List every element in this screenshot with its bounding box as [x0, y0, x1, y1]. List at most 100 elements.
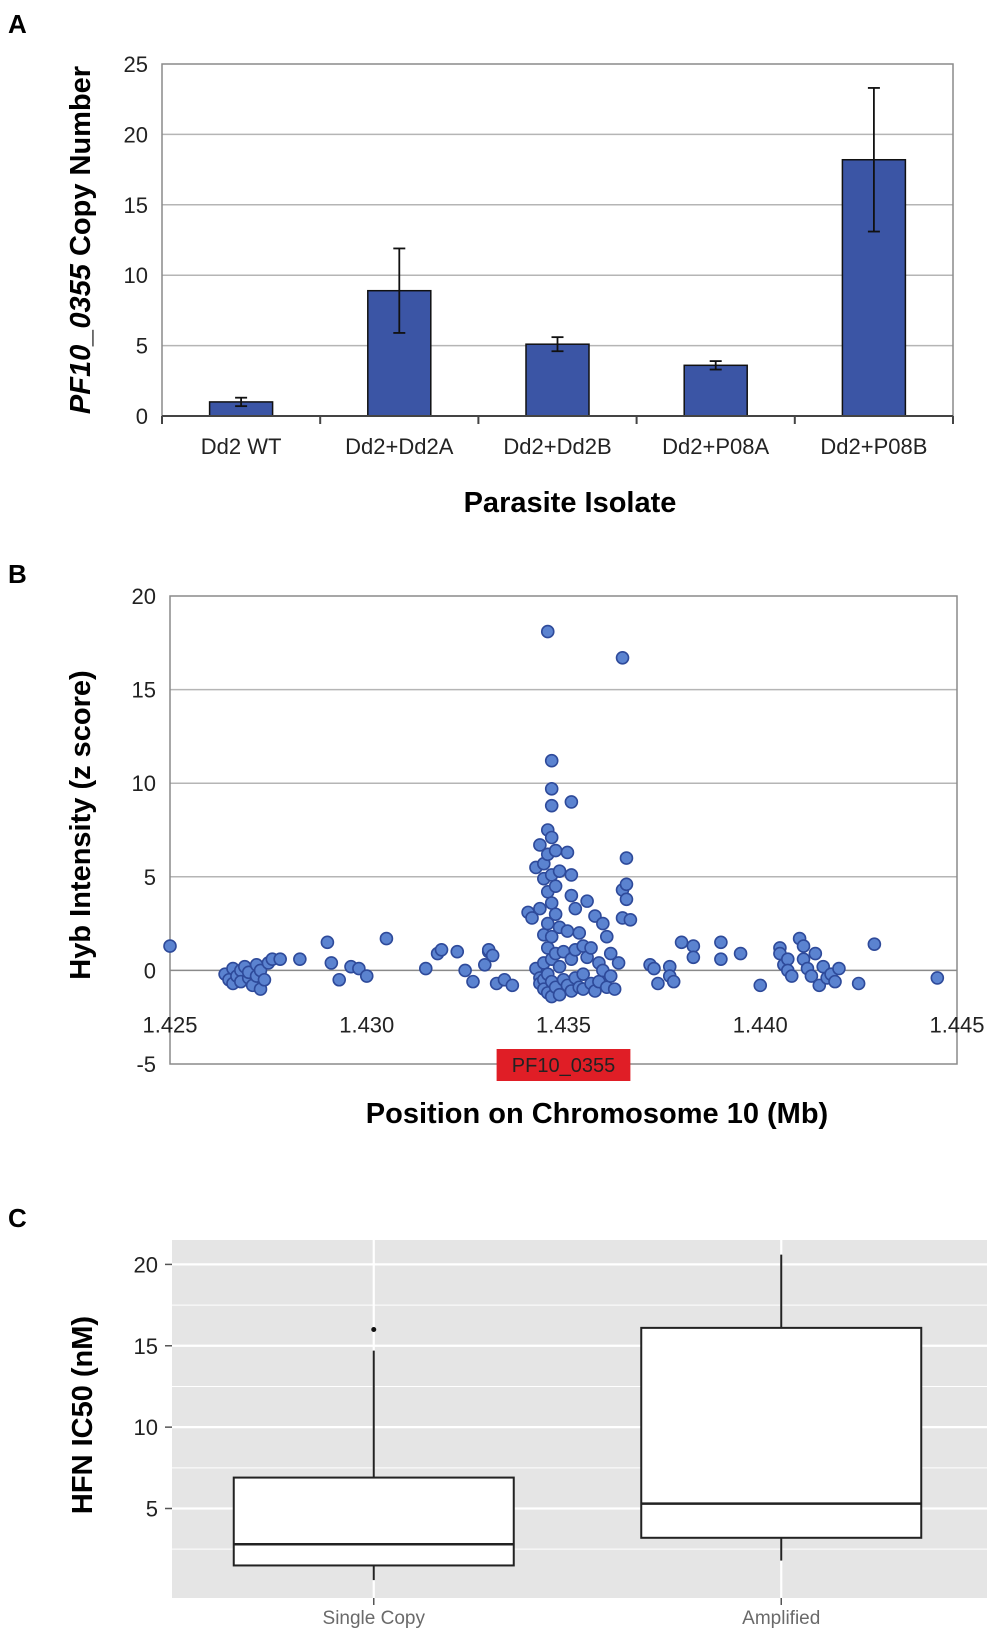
b-data-point: [564, 868, 579, 882]
b-data-point: [647, 961, 661, 976]
b-data-point: [568, 901, 583, 916]
b-data-point: [540, 624, 555, 639]
b-data-point: [564, 795, 579, 809]
b-data-point: [540, 916, 555, 931]
b-data-point: [257, 972, 272, 987]
panel-c: C 5 10 15 20 Single Copy Amplified HFN IC50 …: [8, 1203, 987, 1629]
b-data-point: [332, 972, 347, 987]
b-data-point: [505, 978, 520, 993]
b-data-point: [544, 753, 559, 768]
a-bars: [208, 158, 907, 417]
c-y-axis-label: HFN IC50 (nM): [67, 1316, 99, 1514]
b-data-point: [930, 971, 945, 985]
a-x-tick-labels: Dd2 WT Dd2+Dd2A Dd2+Dd2B Dd2+P08A Dd2+P08B: [201, 434, 928, 459]
b-data-point: [619, 892, 634, 907]
b-data-point: [780, 952, 795, 966]
a-y-tick-label: 25: [124, 52, 148, 77]
b-data-point: [784, 969, 799, 983]
b-x-tick-label: 1.435: [536, 1012, 591, 1037]
panel-b: B -5 0 5 10 15 20 1.425 1.430 1.435 1.440 1.445 P…: [8, 559, 985, 1130]
b-data-point: [607, 982, 622, 996]
b-data-point: [320, 935, 335, 950]
b-data-point: [458, 963, 472, 978]
b-x-tick-label: 1.445: [929, 1012, 984, 1037]
b-data-point: [651, 976, 665, 991]
b-data-point: [686, 939, 701, 953]
a-x-tick-label: Dd2+Dd2B: [503, 434, 611, 459]
c-y-tick-label: 15: [134, 1334, 158, 1359]
b-y-tick-label: 0: [144, 958, 156, 983]
b-data-point: [544, 798, 559, 813]
a-error-bars: [235, 87, 880, 408]
b-data-point: [572, 926, 587, 940]
b-data-point: [674, 935, 689, 950]
b-data-point: [615, 650, 630, 665]
b-data-point: [804, 969, 819, 983]
b-y-tick-label: 15: [132, 678, 156, 703]
b-data-point: [163, 939, 177, 953]
b-data-point: [596, 916, 610, 931]
b-data-point: [544, 929, 559, 944]
b-data-point: [666, 974, 681, 989]
a-x-axis-label: Parasite Isolate: [464, 487, 677, 519]
a-y-tick-label: 20: [124, 122, 148, 147]
b-gridlines: [170, 688, 957, 878]
b-data-point: [552, 987, 567, 1002]
b-data-point: [611, 956, 626, 970]
b-data-point: [603, 946, 618, 961]
b-data-point: [434, 943, 449, 957]
a-bar: [525, 343, 590, 417]
b-data-point: [548, 843, 563, 858]
a-y-axis-label-gene: PF10_0355: [65, 263, 97, 414]
a-x-tick-label: Dd2 WT: [201, 434, 282, 459]
b-data-point: [485, 948, 500, 963]
c-box: [640, 1326, 923, 1539]
a-x-axis: [161, 415, 954, 424]
c-x-tick-labels: Single Copy Amplified: [323, 1598, 820, 1629]
b-data-point: [544, 896, 559, 910]
c-box: [232, 1476, 515, 1567]
b-data-point: [623, 913, 638, 927]
a-y-tick-label: 5: [136, 334, 148, 359]
b-data-point: [477, 957, 492, 972]
b-data-point: [533, 838, 547, 852]
c-y-tick-label: 5: [146, 1497, 158, 1522]
b-gene-annotation-box: [496, 1049, 631, 1081]
b-data-point: [619, 877, 634, 892]
b-data-point: [552, 864, 567, 878]
b-data-point: [525, 911, 539, 925]
b-x-tick-label: 1.440: [733, 1012, 788, 1037]
a-gridlines: [162, 133, 953, 347]
b-data-point: [714, 935, 728, 950]
b-data-point: [828, 974, 842, 989]
b-data-points: [163, 624, 945, 1004]
b-y-tick-label: 20: [132, 584, 156, 609]
c-x-tick-label: Amplified: [742, 1608, 820, 1629]
b-data-point: [552, 959, 567, 974]
b-data-point: [733, 946, 748, 961]
a-y-tick-label: 0: [136, 404, 148, 429]
a-x-tick-label: Dd2+Dd2A: [345, 434, 454, 459]
b-data-point: [293, 952, 307, 966]
b-data-point: [753, 978, 768, 993]
b-x-axis-label: Position on Chromosome 10 (Mb): [366, 1098, 828, 1130]
b-data-point: [796, 939, 811, 953]
b-data-point: [619, 851, 634, 865]
c-outlier-point: [371, 1327, 377, 1332]
b-data-point: [714, 952, 728, 966]
b-y-tick-label: -5: [136, 1052, 156, 1077]
b-data-point: [584, 941, 598, 955]
b-data-point: [580, 894, 594, 908]
b-y-tick-label: 5: [144, 865, 156, 890]
b-y-tick-label: 10: [132, 771, 156, 796]
panel-label-b: B: [8, 559, 27, 589]
b-data-point: [686, 950, 701, 965]
b-data-point: [379, 931, 394, 946]
b-gene-annotation-label: PF10_0355: [512, 1055, 615, 1077]
b-data-point: [603, 969, 618, 983]
a-bar: [683, 364, 748, 417]
panel-label-a: A: [8, 9, 27, 39]
b-data-point: [851, 976, 866, 991]
a-y-axis-label-rest: Copy Number: [65, 66, 97, 264]
